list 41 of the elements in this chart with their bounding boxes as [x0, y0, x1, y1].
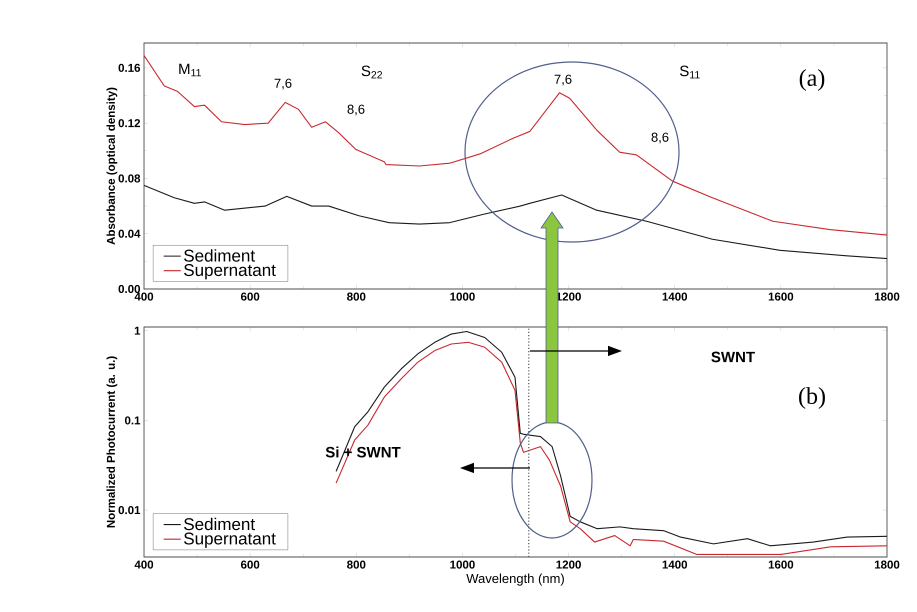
legend-label: Sediment — [184, 518, 255, 530]
annotation: S$_{22}$ — [362, 66, 382, 78]
y-tick-label: 0.01 — [118, 506, 140, 514]
x-tick-label: 600 — [240, 292, 260, 301]
y-tick-label: 0.16 — [118, 64, 140, 72]
annotation: 8,6 — [652, 132, 668, 144]
x-tick-label: 1600 — [768, 292, 794, 301]
y-tick-label: 1 — [134, 326, 140, 335]
legend-label: Sediment — [184, 249, 255, 262]
line-series — [143, 54, 888, 236]
annotation: S$_{11}$ — [680, 66, 700, 78]
x-axis-title: Wavelength (nm) — [466, 574, 564, 586]
x-tick-label: 1800 — [874, 560, 900, 569]
annotation: 7,6 — [554, 74, 572, 86]
x-tick-label: 800 — [347, 560, 366, 569]
annotation: (b) — [799, 387, 825, 409]
x-tick-label: 1200 — [556, 560, 581, 569]
y-tick-label: 0.08 — [118, 174, 140, 182]
x-tick-label: 600 — [240, 560, 260, 569]
x-tick-label: 800 — [347, 292, 366, 301]
x-tick-label: 1600 — [768, 560, 794, 569]
x-tick-label: 1400 — [662, 560, 688, 569]
annotation: (a) — [800, 69, 824, 91]
x-tick-label: 1400 — [662, 292, 688, 301]
legend-label: Supernatant — [184, 264, 276, 280]
y-tick-label: 0.00 — [118, 284, 140, 294]
y-axis-title: Normalized Photocurrent (a. u.) — [106, 356, 118, 528]
x-tick-label: 1000 — [450, 292, 475, 301]
legend-label: Supernatant — [184, 532, 276, 548]
y-tick-label: 0.1 — [124, 416, 140, 424]
annotation: M$_{11}$ — [179, 64, 201, 76]
y-tick-label: 0.12 — [118, 119, 140, 128]
x-tick-label: 1000 — [450, 560, 475, 569]
x-tick-label: 400 — [134, 560, 154, 569]
x-tick-label: 1800 — [874, 292, 900, 301]
annotation: 7,6 — [274, 78, 292, 90]
annotation: SWNT — [711, 352, 755, 362]
x-tick-label: 400 — [134, 292, 154, 301]
y-axis-title: Absorbance (optical density) — [106, 88, 118, 245]
annotation: 8,6 — [348, 104, 364, 116]
y-tick-label: 0.04 — [118, 230, 140, 238]
